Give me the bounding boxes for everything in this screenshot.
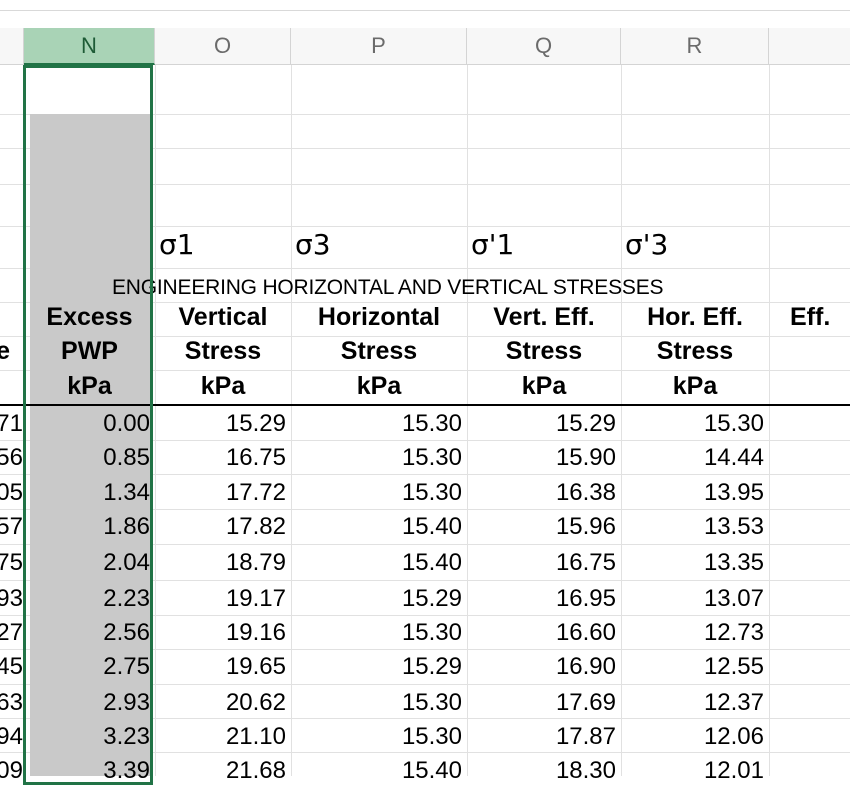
cell-r[interactable]: 12.01: [703, 757, 764, 784]
cell-m[interactable]: 09: [0, 757, 23, 784]
column-header-q[interactable]: Q: [467, 28, 621, 65]
cell-n[interactable]: 2.56: [103, 619, 150, 646]
cell-o[interactable]: 21.68: [225, 757, 286, 784]
cell-m[interactable]: 75: [0, 549, 23, 576]
cell-r[interactable]: 12.06: [703, 723, 764, 750]
cell-q[interactable]: 16.60: [555, 619, 616, 646]
cell-r[interactable]: 13.35: [703, 549, 764, 576]
cell-r[interactable]: 12.55: [703, 653, 764, 680]
column-header-n[interactable]: N: [24, 28, 155, 65]
shaded-column-n: [30, 114, 151, 776]
cell-q[interactable]: 18.30: [555, 757, 616, 784]
cell-p[interactable]: 15.30: [401, 619, 462, 646]
cell-o[interactable]: 20.62: [225, 689, 286, 716]
header-r-line3: kPa: [672, 372, 718, 400]
header-r-line2: Stress: [656, 337, 734, 365]
cell-m[interactable]: 45: [0, 653, 23, 680]
cell-p[interactable]: 15.40: [401, 513, 462, 540]
header-m-partial: e: [0, 337, 10, 365]
cell-o[interactable]: 15.29: [225, 410, 286, 437]
column-header-s[interactable]: [769, 28, 850, 65]
column-header-m[interactable]: [0, 28, 24, 65]
cell-p[interactable]: 15.40: [401, 757, 462, 784]
symbol-sigma3-eff: σ'3: [625, 228, 669, 261]
column-header-o[interactable]: O: [155, 28, 291, 65]
header-p-line1: Horizontal: [317, 303, 441, 331]
header-q-line1: Vert. Eff.: [493, 303, 595, 331]
cell-m[interactable]: 05: [0, 479, 23, 506]
cell-m[interactable]: 94: [0, 723, 23, 750]
header-n-line2: PWP: [61, 337, 118, 365]
cell-q[interactable]: 16.38: [555, 479, 616, 506]
cell-r[interactable]: 13.95: [703, 479, 764, 506]
cell-p[interactable]: 15.30: [401, 479, 462, 506]
cell-q[interactable]: 15.29: [555, 410, 616, 437]
cell-q[interactable]: 16.90: [555, 653, 616, 680]
header-r-line1: Hor. Eff.: [647, 303, 743, 331]
cell-n[interactable]: 1.86: [103, 513, 150, 540]
header-n-line1: Excess: [46, 303, 133, 331]
cell-o[interactable]: 16.75: [225, 444, 286, 471]
section-title: ENGINEERING HORIZONTAL AND VERTICAL STRE…: [112, 276, 664, 299]
toolbar-edge: [0, 0, 850, 11]
cell-o[interactable]: 21.10: [225, 723, 286, 750]
cell-n[interactable]: 2.04: [103, 549, 150, 576]
header-p-line2: Stress: [340, 337, 418, 365]
symbol-sigma1: σ1: [159, 228, 195, 261]
cell-r[interactable]: 12.73: [703, 619, 764, 646]
column-header-p[interactable]: P: [291, 28, 467, 65]
cell-r[interactable]: 12.37: [703, 689, 764, 716]
cell-m[interactable]: 56: [0, 444, 23, 471]
cell-m[interactable]: 57: [0, 513, 23, 540]
cell-m[interactable]: 93: [0, 585, 23, 612]
cell-m[interactable]: 27: [0, 619, 23, 646]
cell-o[interactable]: 19.16: [225, 619, 286, 646]
cell-n[interactable]: 0.00: [103, 410, 150, 437]
cell-r[interactable]: 13.53: [703, 513, 764, 540]
cell-o[interactable]: 17.82: [225, 513, 286, 540]
cell-o[interactable]: 19.17: [225, 585, 286, 612]
cell-q[interactable]: 17.69: [555, 689, 616, 716]
cell-o[interactable]: 17.72: [225, 479, 286, 506]
header-o-line3: kPa: [200, 372, 246, 400]
cell-m[interactable]: 71: [0, 410, 23, 437]
cell-p[interactable]: 15.29: [401, 653, 462, 680]
cell-r[interactable]: 15.30: [703, 410, 764, 437]
cell-p[interactable]: 15.30: [401, 689, 462, 716]
cell-p[interactable]: 15.29: [401, 585, 462, 612]
cell-n[interactable]: 1.34: [103, 479, 150, 506]
cell-q[interactable]: 15.90: [555, 444, 616, 471]
header-q-line2: Stress: [505, 337, 583, 365]
symbol-sigma3: σ3: [295, 228, 331, 261]
column-header-r[interactable]: R: [621, 28, 769, 65]
cell-n[interactable]: 2.75: [103, 653, 150, 680]
cell-n[interactable]: 2.23: [103, 585, 150, 612]
cell-r[interactable]: 14.44: [703, 444, 764, 471]
cell-o[interactable]: 18.79: [225, 549, 286, 576]
header-p-line3: kPa: [356, 372, 402, 400]
header-q-line3: kPa: [521, 372, 567, 400]
cell-r[interactable]: 13.07: [703, 585, 764, 612]
cell-n[interactable]: 3.23: [103, 723, 150, 750]
cell-q[interactable]: 16.75: [555, 549, 616, 576]
header-s-partial: Eff.: [790, 303, 831, 331]
cell-p[interactable]: 15.30: [401, 723, 462, 750]
column-n-selection[interactable]: [23, 65, 153, 785]
cell-n[interactable]: 0.85: [103, 444, 150, 471]
cell-q[interactable]: 15.96: [555, 513, 616, 540]
header-o-line2: Stress: [184, 337, 262, 365]
cell-n[interactable]: 2.93: [103, 689, 150, 716]
cell-m[interactable]: 63: [0, 689, 23, 716]
header-rule: [0, 404, 850, 406]
header-o-line1: Vertical: [178, 303, 268, 331]
cell-q[interactable]: 16.95: [555, 585, 616, 612]
cell-q[interactable]: 17.87: [555, 723, 616, 750]
symbol-sigma1-eff: σ'1: [471, 228, 515, 261]
cell-o[interactable]: 19.65: [225, 653, 286, 680]
cell-p[interactable]: 15.40: [401, 549, 462, 576]
cell-p[interactable]: 15.30: [401, 410, 462, 437]
cell-p[interactable]: 15.30: [401, 444, 462, 471]
header-n-line3: kPa: [67, 372, 112, 400]
